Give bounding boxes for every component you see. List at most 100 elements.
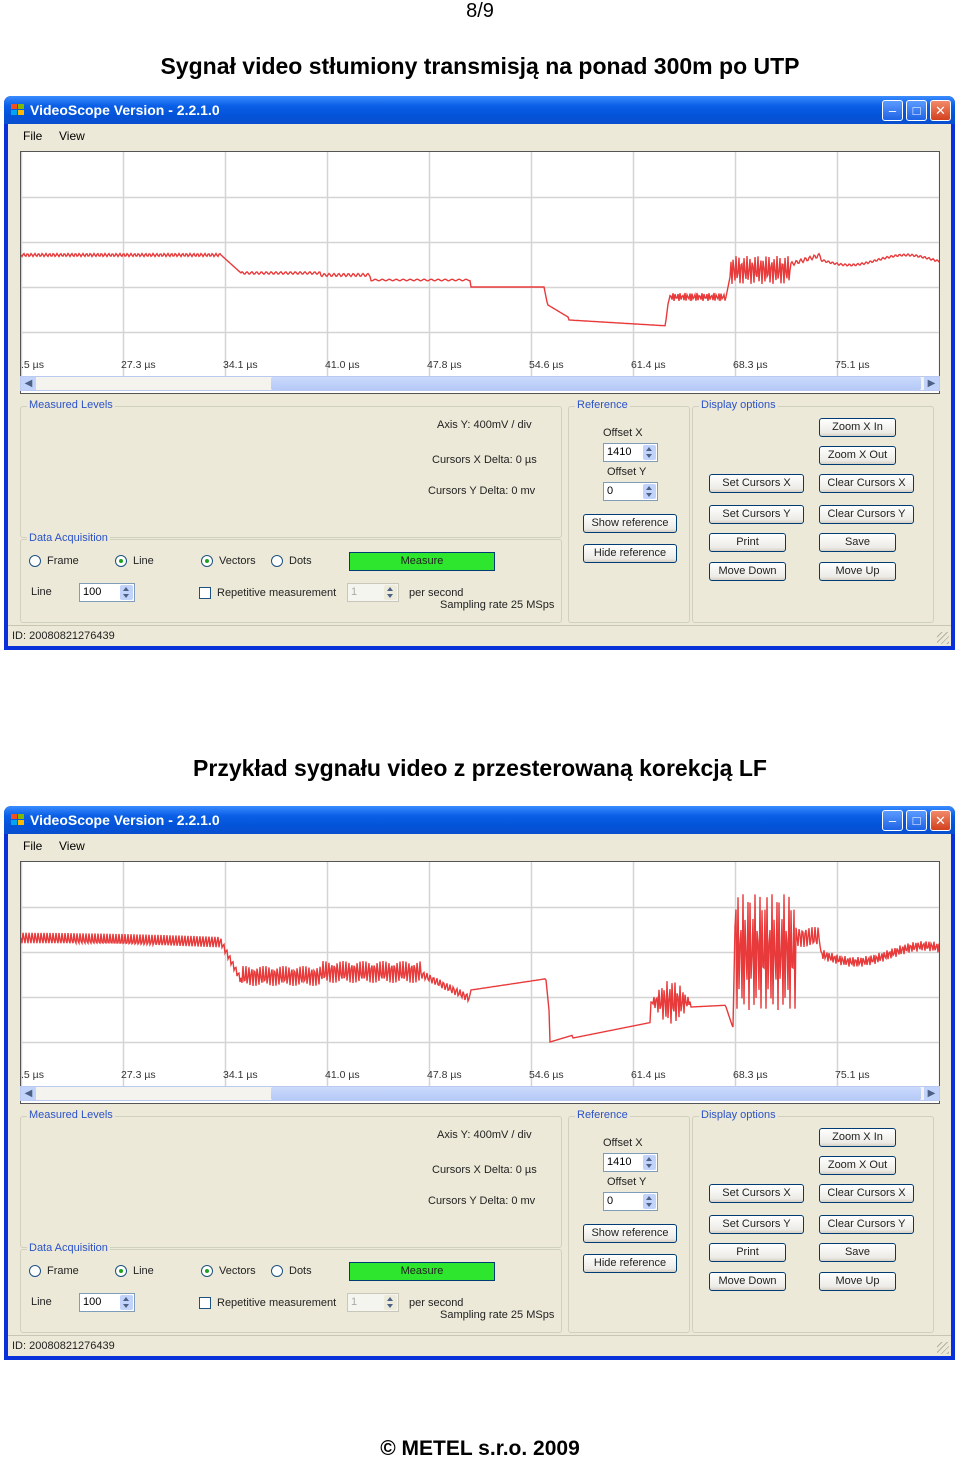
line-radio[interactable] [115,1265,127,1277]
set-cursors-x-button[interactable]: Set Cursors X [709,1184,804,1203]
title-bar[interactable]: VideoScope Version - 2.2.1.0 – □ ✕ [4,96,955,124]
hide-reference-button[interactable]: Hide reference [583,544,677,563]
offset-y-spinner[interactable]: 0 [603,482,658,501]
menu-file[interactable]: File [23,129,43,143]
clear-cursors-y-button[interactable]: Clear Cursors Y [819,1215,914,1234]
line-radio[interactable] [115,555,127,567]
scroll-right-icon[interactable]: ▶ [924,1087,939,1100]
menu-view[interactable]: View [59,839,85,853]
save-button[interactable]: Save [819,533,896,552]
line-number-label: Line [31,1296,52,1308]
status-bar: ID: 20080821276439 [8,625,951,646]
oscilloscope-plot[interactable]: .5 µs 27.3 µs 34.1 µs 41.0 µs 47.8 µs 54.6 µs… [20,151,940,394]
show-reference-button[interactable]: Show reference [583,1224,677,1243]
per-second-label: per second [409,587,464,599]
frame-radio[interactable] [29,1265,41,1277]
spinner-arrows-icon[interactable] [643,1155,656,1170]
offset-x-label: Offset X [603,1137,643,1149]
close-icon[interactable]: ✕ [930,100,951,121]
repetition-rate-spinner: 1 [347,1293,399,1312]
frame-radio[interactable] [29,555,41,567]
vectors-radio[interactable] [201,1265,213,1277]
client-area: File View .5 µs 27.3 µs 34.1 µs 41.0 µs 47.8… [8,124,951,646]
horizontal-scrollbar[interactable]: ◀ ▶ [20,376,940,391]
menu-file[interactable]: File [23,839,43,853]
move-down-button[interactable]: Move Down [709,562,786,581]
show-reference-button[interactable]: Show reference [583,514,677,533]
scroll-left-icon[interactable]: ◀ [21,377,36,390]
repetitive-checkbox[interactable] [199,1297,211,1309]
page-number: 8/9 [466,0,494,22]
set-cursors-y-button[interactable]: Set Cursors Y [709,505,804,524]
videoscope-window: VideoScope Version - 2.2.1.0 – □ ✕ File … [4,96,955,650]
spinner-arrows-icon[interactable] [120,1295,133,1310]
scroll-thumb[interactable] [271,1087,921,1100]
print-button[interactable]: Print [709,1243,786,1262]
zoom-x-in-button[interactable]: Zoom X In [819,418,896,437]
minimize-icon[interactable]: – [882,810,903,831]
scroll-right-icon[interactable]: ▶ [924,377,939,390]
cursors-x-delta: Cursors X Delta: 0 µs [432,1164,537,1176]
clear-cursors-y-button[interactable]: Clear Cursors Y [819,505,914,524]
spinner-value: 1410 [607,1156,632,1168]
resize-grip-icon[interactable] [937,632,949,644]
spinner-arrows-icon [384,1295,397,1310]
x-tick-label: 68.3 µs [733,359,768,371]
title-bar[interactable]: VideoScope Version - 2.2.1.0 – □ ✕ [4,806,955,834]
dots-label: Dots [289,1265,312,1277]
line-number-spinner[interactable]: 100 [79,1293,135,1312]
dots-radio[interactable] [271,555,283,567]
minimize-icon[interactable]: – [882,100,903,121]
move-up-button[interactable]: Move Up [819,1272,896,1291]
hide-reference-button[interactable]: Hide reference [583,1254,677,1273]
repetitive-checkbox[interactable] [199,587,211,599]
dots-radio[interactable] [271,1265,283,1277]
line-radio-label: Line [133,1265,154,1277]
spinner-arrows-icon[interactable] [120,585,133,600]
zoom-x-out-button[interactable]: Zoom X Out [819,446,896,465]
move-up-button[interactable]: Move Up [819,562,896,581]
move-down-button[interactable]: Move Down [709,1272,786,1291]
group-title: Measured Levels [27,399,115,411]
offset-y-spinner[interactable]: 0 [603,1192,658,1211]
group-title: Measured Levels [27,1109,115,1121]
print-button[interactable]: Print [709,533,786,552]
close-icon[interactable]: ✕ [930,810,951,831]
cursors-x-delta: Cursors X Delta: 0 µs [432,454,537,466]
offset-x-spinner[interactable]: 1410 [603,1153,658,1172]
oscilloscope-plot[interactable]: .5 µs 27.3 µs 34.1 µs 41.0 µs 47.8 µs 54.6 µs… [20,861,940,1104]
spinner-arrows-icon[interactable] [643,445,656,460]
spinner-arrows-icon[interactable] [643,1194,656,1209]
horizontal-scrollbar[interactable]: ◀ ▶ [20,1086,940,1101]
spinner-arrows-icon[interactable] [643,484,656,499]
repetitive-label: Repetitive measurement [217,587,337,599]
client-area: File View .5 µs 27.3 µs 34.1 µs 41.0 µs 47.8… [8,834,951,1356]
per-second-label: per second [409,1297,464,1309]
spinner-value: 0 [607,1195,614,1207]
figure-caption: Przykład sygnału video z przesterowaną k… [193,755,767,781]
scroll-thumb[interactable] [271,377,921,390]
menu-view[interactable]: View [59,129,85,143]
zoom-x-out-button[interactable]: Zoom X Out [819,1156,896,1175]
measured-levels-group: Measured Levels Axis Y: 400mV / div Curs… [20,399,562,538]
set-cursors-y-button[interactable]: Set Cursors Y [709,1215,804,1234]
set-cursors-x-button[interactable]: Set Cursors X [709,474,804,493]
x-tick-label: 61.4 µs [631,359,666,371]
zoom-x-in-button[interactable]: Zoom X In [819,1128,896,1147]
clear-cursors-x-button[interactable]: Clear Cursors X [819,1184,914,1203]
scroll-left-icon[interactable]: ◀ [21,1087,36,1100]
maximize-icon[interactable]: □ [906,810,927,831]
figure-caption: Sygnał video stłumiony transmisją na pon… [160,53,800,79]
save-button[interactable]: Save [819,1243,896,1262]
line-number-spinner[interactable]: 100 [79,583,135,602]
x-tick-label: 27.3 µs [121,359,156,371]
resize-grip-icon[interactable] [937,1342,949,1354]
x-tick-label: 41.0 µs [325,359,360,371]
measure-button[interactable]: Measure [349,552,495,571]
spinner-value: 1 [351,586,358,598]
vectors-radio[interactable] [201,555,213,567]
clear-cursors-x-button[interactable]: Clear Cursors X [819,474,914,493]
measure-button[interactable]: Measure [349,1262,495,1281]
offset-x-spinner[interactable]: 1410 [603,443,658,462]
maximize-icon[interactable]: □ [906,100,927,121]
